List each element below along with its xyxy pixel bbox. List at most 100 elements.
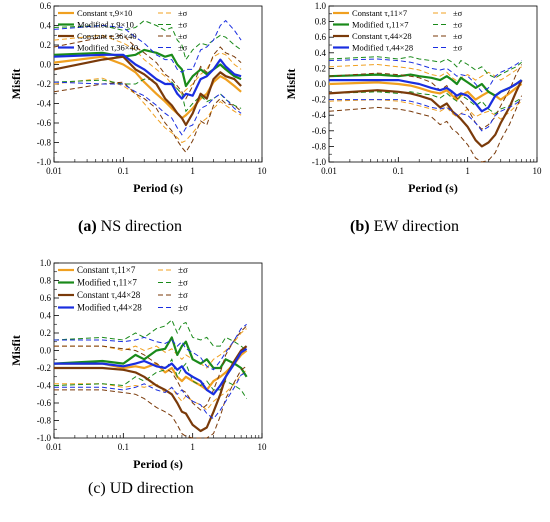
y-tick-label: -0.6 bbox=[37, 118, 52, 128]
series-upper-sigma-line bbox=[53, 19, 242, 73]
ns-direction-chart: 0.01 0.1 1 10 -1.0 -0.8 -0.6 -0.4 -0.2 0.0 0.2 0.4 0… bbox=[9, 1, 268, 195]
legend-sigma-label: ±σ bbox=[178, 278, 188, 288]
series-lower-sigma-line bbox=[53, 81, 242, 154]
y-tick-label: 0.6 bbox=[40, 293, 52, 303]
legend-label: Modified τ,11×7 bbox=[352, 20, 409, 30]
caption-ns-text: NS direction bbox=[96, 218, 182, 235]
series-upper-sigma-line bbox=[54, 323, 247, 371]
series-upper-sigma-line bbox=[54, 328, 247, 369]
ew-direction-chart: 0.01 0.1 1 10 -1.0 -0.8 -0.6 -0.4 -0.2 0.0 0.2 0.4 0… bbox=[284, 1, 543, 195]
y-tick-label: -1.0 bbox=[37, 157, 52, 167]
series-lower-sigma-line bbox=[54, 365, 247, 439]
y-tick-label: -0.4 bbox=[37, 381, 52, 391]
y-tick-label: -0.8 bbox=[37, 138, 52, 148]
legend-sigma-label: ±σ bbox=[453, 8, 463, 18]
x-tick-label: 10 bbox=[258, 166, 268, 176]
x-axis-label: Period (s) bbox=[133, 181, 183, 195]
series-lower-sigma-line bbox=[329, 99, 522, 132]
series-lower-sigma-line bbox=[328, 99, 522, 120]
legend-label: Constant τ,44×28 bbox=[77, 290, 141, 300]
legend-sigma-label: ±σ bbox=[453, 31, 463, 41]
x-tick-label: 0.1 bbox=[118, 166, 129, 176]
chart-panel-ud: 0.01 0.1 1 10 -1.0 -0.8 -0.6 -0.4 -0.2 0.0 0.2 0.4 0… bbox=[0, 255, 275, 471]
y-tick-label: -0.6 bbox=[37, 398, 52, 408]
legend-sigma-label: ±σ bbox=[178, 290, 188, 300]
caption-ew: (b) EW direction bbox=[350, 218, 459, 236]
caption-ns: (a) NS direction bbox=[78, 218, 182, 236]
series-lower-sigma-line bbox=[328, 91, 522, 115]
y-tick-label: -0.4 bbox=[37, 99, 52, 109]
x-tick-label: 0.1 bbox=[118, 442, 129, 452]
legend-sigma-label: ±σ bbox=[178, 303, 188, 313]
series-mean-line bbox=[54, 347, 248, 396]
series-mean-line bbox=[53, 336, 248, 378]
series-lower-sigma-line bbox=[53, 78, 242, 113]
caption-ud-letter: (c) bbox=[88, 480, 106, 497]
series-mean-line bbox=[53, 53, 242, 100]
legend-sigma-label: ±σ bbox=[453, 20, 463, 30]
x-tick-label: 0.01 bbox=[46, 166, 62, 176]
x-tick-label: 10 bbox=[533, 166, 543, 176]
legend-sigma-label: ±σ bbox=[453, 43, 463, 53]
y-tick-label: 0.8 bbox=[315, 17, 327, 27]
series-mean-line bbox=[328, 79, 523, 148]
series-lower-sigma-line bbox=[54, 371, 247, 420]
chart-panel-ew: 0.01 0.1 1 10 -1.0 -0.8 -0.6 -0.4 -0.2 0.0 0.2 0.4 0… bbox=[275, 0, 550, 210]
legend-label: Constant τ,9×10 bbox=[77, 8, 132, 18]
y-axis-label: Misfit bbox=[284, 69, 298, 100]
series-upper-sigma-line bbox=[328, 58, 522, 93]
legend-label: Modified τ,9×10 bbox=[77, 20, 134, 30]
series-lower-sigma-line bbox=[53, 81, 242, 136]
y-tick-label: -0.8 bbox=[312, 141, 327, 151]
legend-label: Constant τ,11×7 bbox=[77, 265, 136, 275]
legend-sigma-label: ±σ bbox=[178, 43, 188, 53]
legend-sigma-label: ±σ bbox=[178, 31, 188, 41]
caption-ud-text: UD direction bbox=[105, 480, 194, 497]
y-tick-label: 0.4 bbox=[40, 21, 52, 31]
y-tick-label: -0.2 bbox=[312, 95, 326, 105]
y-tick-label: 0.6 bbox=[315, 32, 327, 42]
series-upper-sigma-line bbox=[328, 64, 523, 130]
series-upper-sigma-line bbox=[53, 319, 247, 351]
y-axis-label: Misfit bbox=[9, 335, 23, 366]
y-tick-label: 1.0 bbox=[315, 1, 327, 11]
legend-sigma-label: ±σ bbox=[178, 20, 188, 30]
y-tick-label: 0.8 bbox=[40, 276, 52, 286]
y-tick-label: 0.2 bbox=[40, 328, 51, 338]
y-tick-label: -0.6 bbox=[312, 126, 327, 136]
series-upper-sigma-line bbox=[328, 56, 522, 79]
series-mean-line bbox=[54, 349, 248, 391]
series-mean-line bbox=[53, 55, 242, 127]
y-tick-label: 0.4 bbox=[40, 311, 52, 321]
series-lower-sigma-line bbox=[328, 95, 523, 163]
x-tick-label: 0.01 bbox=[321, 166, 337, 176]
legend-sigma-label: ±σ bbox=[178, 265, 188, 275]
y-tick-label: -0.8 bbox=[37, 416, 52, 426]
y-tick-label: 0.0 bbox=[315, 79, 327, 89]
x-tick-label: 1 bbox=[190, 166, 195, 176]
y-tick-label: -0.4 bbox=[312, 110, 327, 120]
y-tick-label: 0.0 bbox=[40, 346, 52, 356]
x-tick-label: 10 bbox=[258, 442, 268, 452]
y-tick-label: 0.0 bbox=[40, 60, 52, 70]
legend-label: Modified τ,44×28 bbox=[77, 303, 142, 313]
series-mean-line bbox=[329, 78, 523, 113]
x-tick-label: 1 bbox=[190, 442, 195, 452]
series-lower-sigma-line bbox=[53, 77, 242, 144]
y-tick-label: 1.0 bbox=[40, 258, 52, 268]
series-mean-line bbox=[53, 48, 242, 88]
chart-panel-ns: 0.01 0.1 1 10 -1.0 -0.8 -0.6 -0.4 -0.2 0.0 0.2 0.4 0… bbox=[0, 0, 275, 210]
series-upper-sigma-line bbox=[53, 34, 242, 95]
y-axis-label: Misfit bbox=[9, 69, 23, 100]
y-tick-label: 0.4 bbox=[315, 48, 327, 58]
y-tick-label: -1.0 bbox=[312, 157, 327, 167]
series-upper-sigma-line bbox=[54, 325, 247, 411]
caption-ud: (c) UD direction bbox=[88, 480, 194, 498]
caption-ns-letter: (a) bbox=[78, 218, 97, 235]
legend-label: Modified τ,11×7 bbox=[77, 278, 137, 288]
y-tick-label: 0.2 bbox=[40, 40, 51, 50]
legend-label: Constant τ,11×7 bbox=[352, 8, 407, 18]
series-upper-sigma-line bbox=[53, 34, 242, 100]
y-tick-label: 0.6 bbox=[40, 1, 52, 11]
x-tick-label: 1 bbox=[465, 166, 470, 176]
